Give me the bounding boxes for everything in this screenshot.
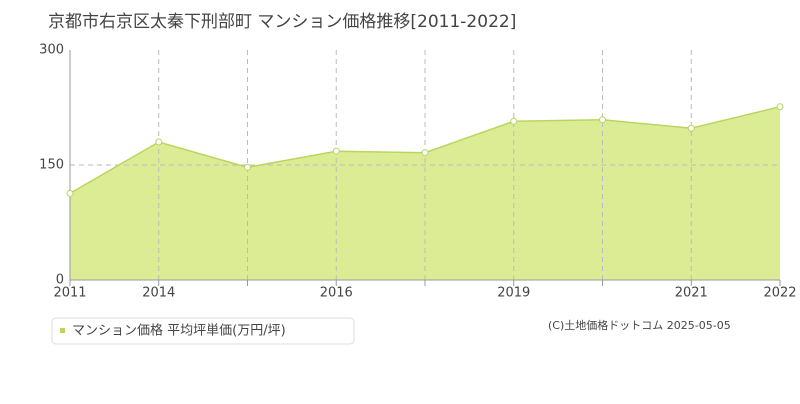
x-tick-label: 2021	[675, 286, 708, 301]
point	[687, 124, 695, 132]
legend-marker	[60, 328, 65, 333]
legend-box	[51, 317, 355, 345]
y-tick-label: 0	[56, 273, 64, 288]
point	[776, 103, 784, 111]
x-tick-label: 2019	[497, 286, 530, 301]
x-tick-label: 2011	[53, 286, 86, 301]
x-tick-label: 2022	[763, 286, 796, 301]
point	[421, 149, 429, 157]
y-tick-label: 300	[39, 43, 64, 58]
y-tick-label: 150	[39, 158, 64, 173]
x-tick-label: 2014	[142, 286, 175, 301]
point	[244, 163, 251, 171]
chart-title: 京都市右京区太秦下刑部町 マンション価格推移[2011-2022]	[48, 12, 516, 32]
point	[155, 138, 163, 146]
legend-label: マンション価格 平均坪単価(万円/坪)	[72, 323, 286, 339]
copyright: (C)土地価格ドットコム 2025-05-05	[548, 318, 731, 332]
point	[332, 147, 340, 155]
x-tick-label: 2016	[320, 286, 353, 301]
point	[510, 117, 518, 125]
point	[66, 189, 74, 197]
point	[599, 116, 606, 124]
